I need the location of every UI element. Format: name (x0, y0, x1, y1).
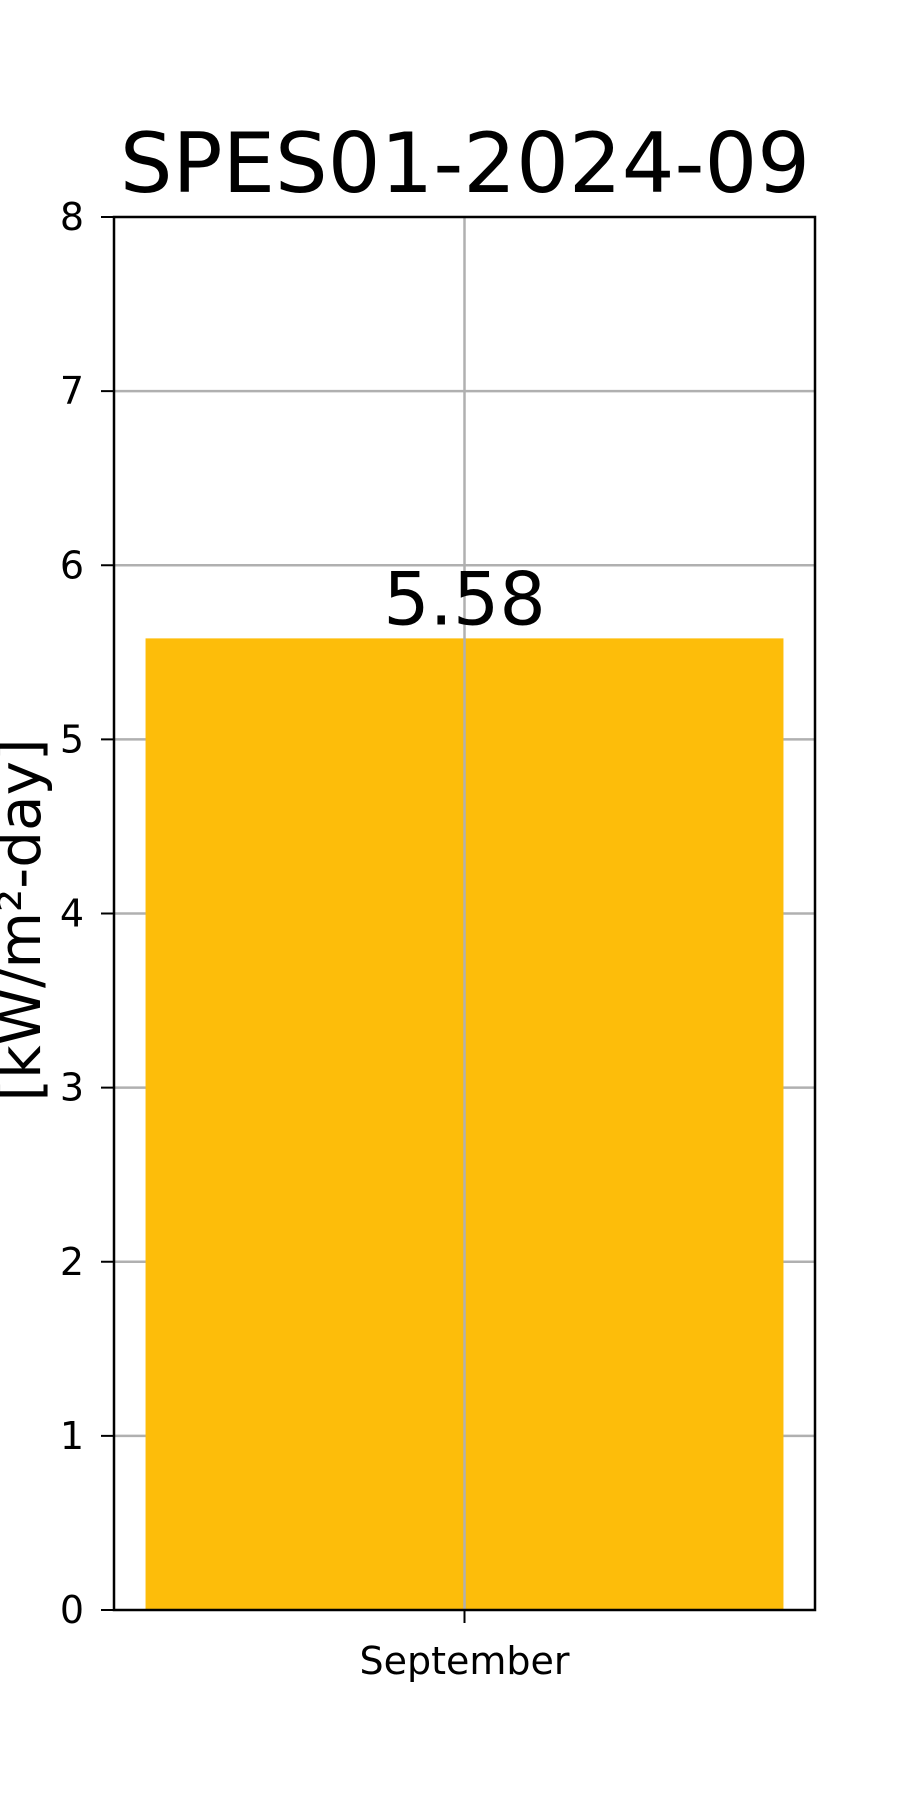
y-tick-label: 5 (60, 717, 84, 761)
y-tick-label: 3 (60, 1066, 84, 1110)
y-tick-label: 7 (60, 369, 84, 413)
y-tick-label: 4 (60, 892, 84, 936)
y-tick-label: 8 (60, 195, 84, 239)
plot-frame (112, 215, 817, 1612)
axes (101, 215, 817, 1623)
y-tick-label: 6 (60, 543, 84, 587)
chart-title: SPES01-2024-09 (120, 115, 810, 212)
labels: 0 1 2 3 4 5 6 7 8 September 5.58 (60, 195, 570, 1683)
x-tick-label: September (359, 1639, 569, 1683)
y-tick-label: 1 (60, 1414, 84, 1458)
y-tick-label: 0 (60, 1588, 84, 1632)
y-tick-label: 2 (60, 1240, 84, 1284)
y-axis-label: [kW/m²-day] (0, 738, 54, 1101)
bar-value-label: 5.58 (383, 557, 546, 642)
